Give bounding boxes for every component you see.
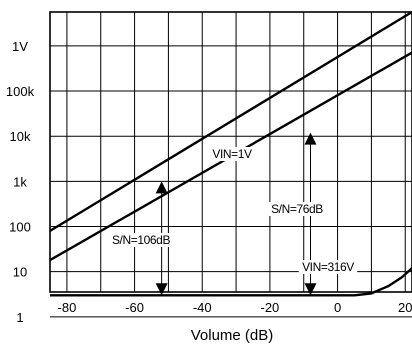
x-axis-title: Volume (dB) bbox=[191, 327, 274, 344]
series-label-vin-316v-bg bbox=[298, 260, 358, 274]
series-label-vin-1v-bg bbox=[209, 147, 255, 161]
y-tick-label: 1V bbox=[12, 39, 28, 54]
x-tick-label: -60 bbox=[125, 300, 144, 315]
x-tick-label: -80 bbox=[58, 300, 77, 315]
series-line-3 bbox=[50, 267, 412, 297]
x-tick-label: -40 bbox=[193, 300, 212, 315]
x-tick-label: 20 bbox=[398, 300, 412, 315]
arrowhead-up bbox=[155, 181, 168, 194]
arrowhead-up bbox=[304, 132, 317, 145]
plot-frame bbox=[49, 11, 412, 293]
y-tick-label: 10 bbox=[13, 265, 27, 280]
series-line-1 bbox=[49, 10, 412, 232]
arrowhead-down bbox=[304, 283, 317, 296]
annotation-sn-76db-bg bbox=[267, 202, 327, 216]
annotation-sn-106db-bg bbox=[108, 233, 174, 247]
series-label-vin-316v: VIN=316V bbox=[302, 260, 354, 274]
y-tick-label: 1 bbox=[16, 310, 23, 325]
y-tick-label: 100k bbox=[6, 84, 35, 99]
x-tick-label: -20 bbox=[261, 300, 280, 315]
x-tick-label: 0 bbox=[334, 300, 341, 315]
y-tick-label: 10k bbox=[10, 129, 31, 144]
annotation-sn-106db: S/N=106dB bbox=[112, 233, 171, 247]
arrowhead-down bbox=[155, 283, 168, 296]
annotation-sn-76db: S/N=76dB bbox=[271, 202, 323, 216]
y-tick-label: 100 bbox=[9, 220, 31, 235]
series-label-vin-1v: VIN=1V bbox=[212, 147, 252, 161]
y-tick-label: 1k bbox=[13, 174, 27, 189]
